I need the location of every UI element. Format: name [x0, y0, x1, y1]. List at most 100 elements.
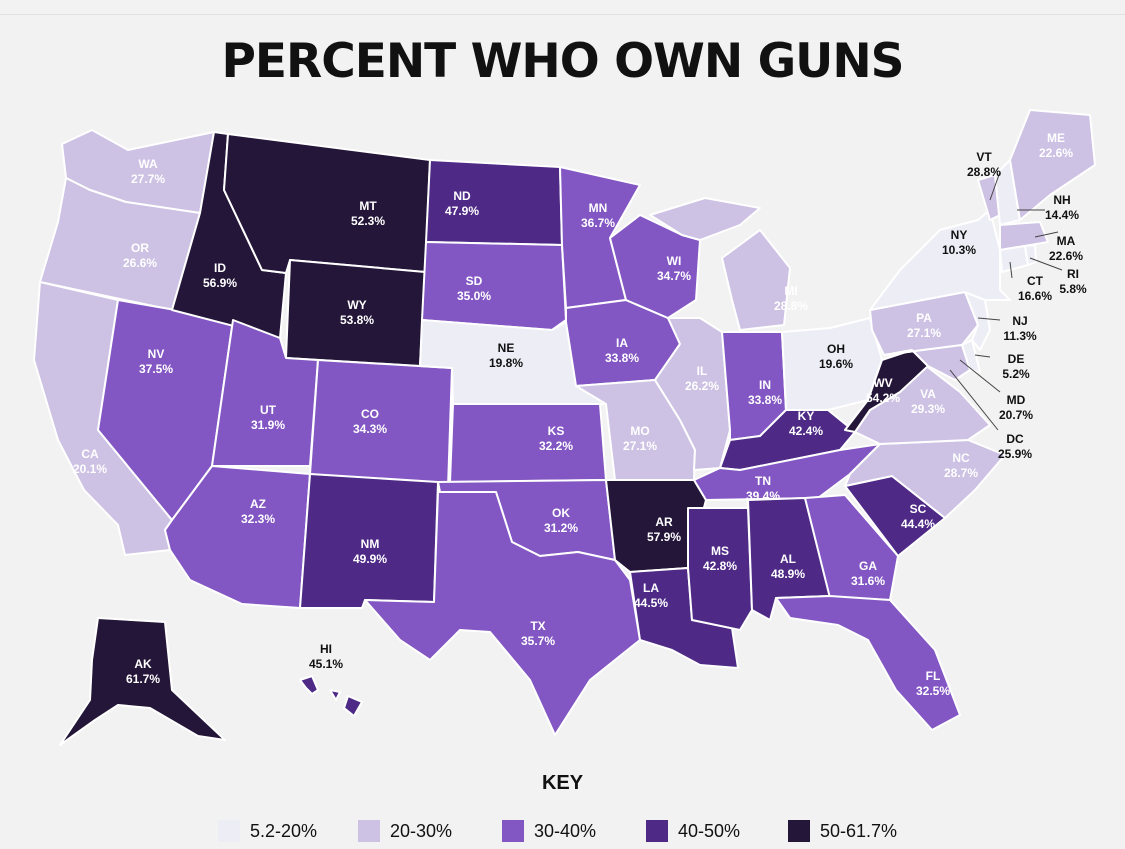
state-label-ut: UT	[260, 403, 277, 417]
state-value-in: 33.8%	[748, 393, 782, 407]
state-ct	[999, 245, 1029, 273]
state-label-ak: AK	[134, 657, 152, 671]
state-label-in: IN	[759, 378, 771, 392]
state-il	[654, 317, 731, 471]
state-label-al: AL	[780, 552, 796, 566]
state-label-mn: MN	[589, 201, 608, 215]
state-value-la: 44.5%	[634, 596, 668, 610]
state-label-hi: HI	[320, 642, 332, 656]
state-label-nh: NH	[1053, 193, 1070, 207]
state-value-tn: 39.4%	[746, 489, 780, 503]
state-sd	[421, 241, 567, 331]
state-ga	[804, 494, 899, 601]
state-label-mi: MI	[784, 284, 797, 298]
state-ak	[59, 617, 226, 746]
state-value-co: 34.3%	[353, 422, 387, 436]
state-value-mi: 28.8%	[774, 299, 808, 313]
state-label-wv: WV	[873, 376, 892, 390]
state-label-ok: OK	[552, 506, 570, 520]
state-value-mt: 52.3%	[351, 214, 385, 228]
state-label-sd: SD	[466, 274, 483, 288]
state-hi	[299, 675, 363, 717]
state-value-ok: 31.2%	[544, 521, 578, 535]
state-value-ky: 42.4%	[789, 424, 823, 438]
state-ks	[449, 403, 607, 483]
state-value-ma: 22.6%	[1049, 249, 1083, 263]
leader-line	[959, 359, 1001, 393]
leader-line	[1009, 261, 1013, 279]
state-value-nh: 14.4%	[1045, 208, 1079, 222]
state-label-ri: RI	[1067, 267, 1079, 281]
leader-line	[1029, 257, 1063, 271]
state-label-co: CO	[361, 407, 379, 421]
key-title: KEY	[541, 772, 584, 794]
state-label-wy: WY	[347, 298, 366, 312]
state-label-ms: MS	[711, 544, 729, 558]
state-value-ut: 31.9%	[251, 418, 285, 432]
legend-label: 50-61.7%	[820, 821, 898, 841]
state-label-nv: NV	[148, 347, 165, 361]
state-label-ia: IA	[616, 336, 628, 350]
state-label-nm: NM	[361, 537, 380, 551]
state-value-az: 32.3%	[241, 512, 275, 526]
legend-label: 5.2-20%	[250, 821, 318, 841]
state-label-ar: AR	[655, 515, 673, 529]
state-label-oh: OH	[827, 342, 845, 356]
state-value-mo: 27.1%	[623, 439, 657, 453]
leader-line	[977, 317, 1001, 321]
state-value-or: 26.6%	[123, 256, 157, 270]
state-value-sc: 44.4%	[901, 517, 935, 531]
state-label-ne: NE	[498, 341, 515, 355]
state-value-nc: 28.7%	[944, 466, 978, 480]
state-label-ma: MA	[1057, 234, 1076, 248]
state-me	[1009, 109, 1096, 221]
legend-swatch	[646, 820, 668, 842]
state-label-fl: FL	[926, 669, 941, 683]
state-value-ak: 61.7%	[126, 672, 160, 686]
state-mt	[223, 133, 431, 274]
state-label-la: LA	[643, 581, 659, 595]
state-wv	[844, 349, 929, 433]
state-label-il: IL	[697, 364, 708, 378]
state-value-va: 29.3%	[911, 402, 945, 416]
state-value-ms: 42.8%	[703, 559, 737, 573]
state-value-ia: 33.8%	[605, 351, 639, 365]
leader-line	[989, 171, 1001, 201]
state-label-ny: NY	[951, 228, 968, 242]
legend-label: 40-50%	[678, 821, 741, 841]
leader-line	[974, 354, 991, 358]
state-nc	[844, 439, 1006, 519]
legend-swatch	[788, 820, 810, 842]
state-label-va: VA	[920, 387, 936, 401]
state-label-or: OR	[131, 241, 149, 255]
state-label-wi: WI	[667, 254, 682, 268]
state-ma	[999, 221, 1049, 251]
map-title: PERCENT WHO OWN GUNS	[221, 34, 904, 89]
legend-swatch	[218, 820, 240, 842]
state-value-al: 48.9%	[771, 567, 805, 581]
state-value-ne: 19.8%	[489, 356, 523, 370]
state-value-ct: 16.6%	[1018, 289, 1052, 303]
state-de	[961, 339, 981, 373]
state-ny	[869, 209, 1011, 311]
state-label-pa: PA	[916, 311, 932, 325]
state-label-ct: CT	[1027, 274, 1044, 288]
state-value-fl: 32.5%	[916, 684, 950, 698]
state-label-nd: ND	[453, 189, 471, 203]
state-tx	[364, 491, 641, 736]
legend-swatch	[358, 820, 380, 842]
state-value-wi: 34.7%	[657, 269, 691, 283]
state-value-mn: 36.7%	[581, 216, 615, 230]
leader-line	[1034, 231, 1059, 238]
state-value-ga: 31.6%	[851, 574, 885, 588]
state-value-vt: 28.8%	[967, 165, 1001, 179]
state-label-ga: GA	[859, 559, 877, 573]
state-value-nd: 47.9%	[445, 204, 479, 218]
state-fl	[775, 595, 961, 731]
state-label-mo: MO	[630, 424, 649, 438]
state-wi	[609, 214, 701, 319]
state-value-md: 20.7%	[999, 408, 1033, 422]
state-value-il: 26.2%	[685, 379, 719, 393]
state-value-sd: 35.0%	[457, 289, 491, 303]
